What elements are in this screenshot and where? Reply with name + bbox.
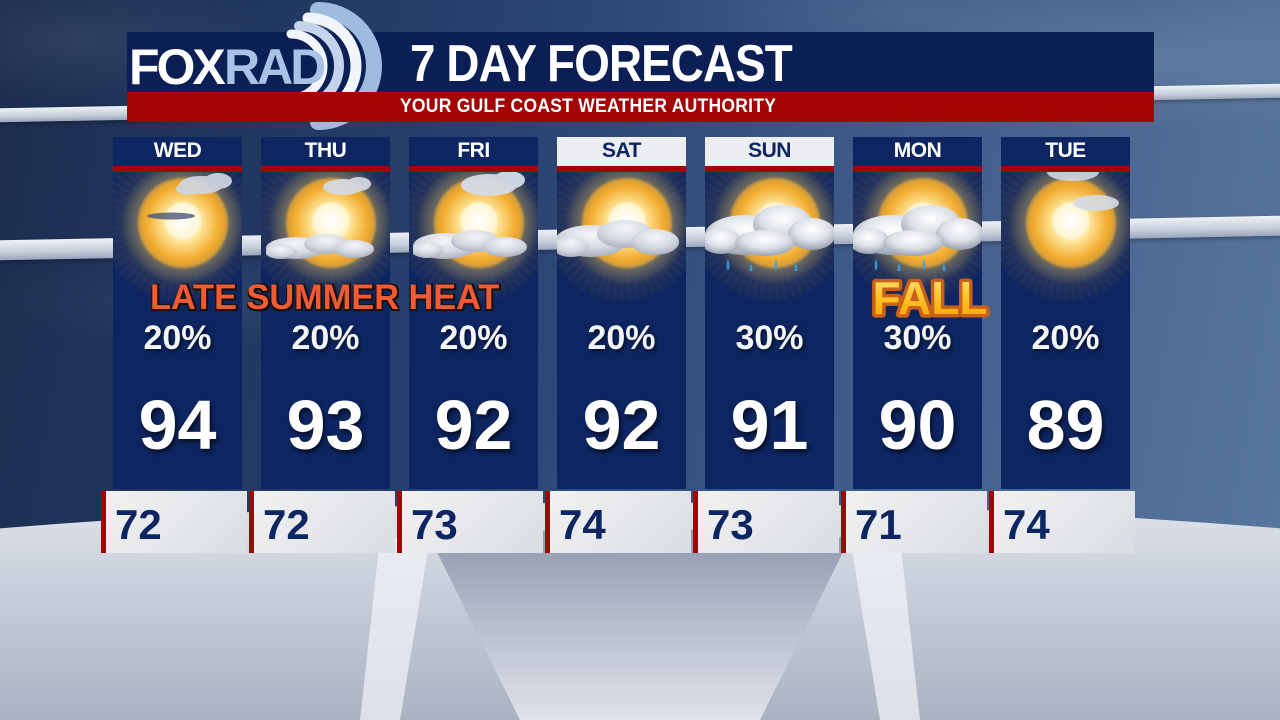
svg-text:RAD: RAD: [224, 39, 325, 95]
svg-text:FOX: FOX: [129, 39, 225, 95]
